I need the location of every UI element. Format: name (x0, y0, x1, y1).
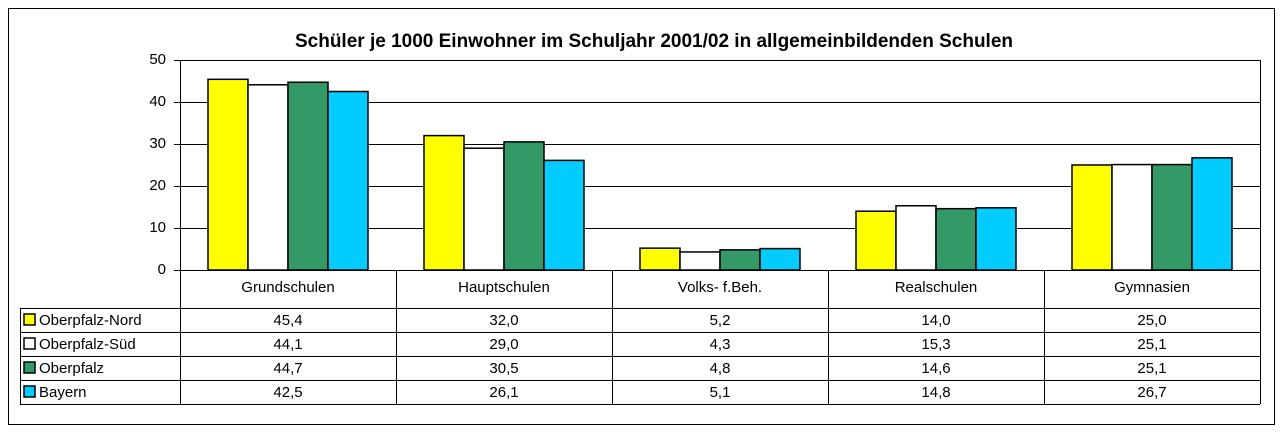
bar (327, 90, 369, 271)
data-label: 42,5 (273, 384, 302, 401)
legend-key (23, 313, 36, 326)
bar (855, 210, 897, 271)
bar (423, 134, 465, 271)
legend-label: Oberpfalz (39, 360, 104, 377)
y-tick-label: 50 (149, 51, 166, 68)
bar (1191, 157, 1233, 271)
legend-key (23, 385, 36, 398)
bar (287, 81, 329, 271)
bar (719, 249, 761, 271)
data-label: 45,4 (273, 312, 302, 329)
data-label: 14,0 (921, 312, 950, 329)
x-tick-label: Hauptschulen (458, 279, 550, 296)
data-label: 14,6 (921, 360, 950, 377)
y-tick-label: 40 (149, 93, 166, 110)
data-label: 29,0 (489, 336, 518, 353)
legend-key (23, 337, 36, 350)
data-label: 30,5 (489, 360, 518, 377)
bar (935, 207, 977, 271)
x-tick-label: Realschulen (895, 279, 978, 296)
bar (207, 78, 249, 271)
x-tick-label: Volks- f.Beh. (678, 279, 762, 296)
data-label: 32,0 (489, 312, 518, 329)
data-label: 25,1 (1137, 360, 1166, 377)
chart-title: Schüler je 1000 Einwohner im Schuljahr 2… (295, 31, 1013, 52)
bar (1151, 163, 1193, 271)
bar (503, 141, 545, 271)
data-label: 25,1 (1137, 336, 1166, 353)
data-label: 26,1 (489, 384, 518, 401)
bar (543, 159, 585, 271)
bar (247, 84, 289, 271)
x-tick-label: Grundschulen (241, 279, 334, 296)
y-tick-label: 10 (149, 219, 166, 236)
x-tick-label: Gymnasien (1114, 279, 1190, 296)
y-tick-label: 20 (149, 177, 166, 194)
data-label: 44,1 (273, 336, 302, 353)
bar (639, 247, 681, 271)
bar (895, 204, 937, 271)
bar (975, 207, 1017, 271)
legend-label: Bayern (39, 384, 87, 401)
data-label: 14,8 (921, 384, 950, 401)
data-label: 5,1 (710, 384, 731, 401)
legend-key (23, 361, 36, 374)
bar (1111, 163, 1153, 271)
bar (759, 247, 801, 271)
data-label: 15,3 (921, 336, 950, 353)
data-label: 4,3 (710, 336, 731, 353)
data-label: 5,2 (710, 312, 731, 329)
data-label: 26,7 (1137, 384, 1166, 401)
y-tick-label: 30 (149, 135, 166, 152)
y-tick-label: 0 (158, 261, 166, 278)
data-label: 44,7 (273, 360, 302, 377)
bar (1071, 164, 1113, 271)
data-label: 25,0 (1137, 312, 1166, 329)
legend-label: Oberpfalz-Nord (39, 312, 142, 329)
bar (463, 147, 505, 271)
bar (679, 251, 721, 271)
data-label: 4,8 (710, 360, 731, 377)
legend-label: Oberpfalz-Süd (39, 336, 136, 353)
